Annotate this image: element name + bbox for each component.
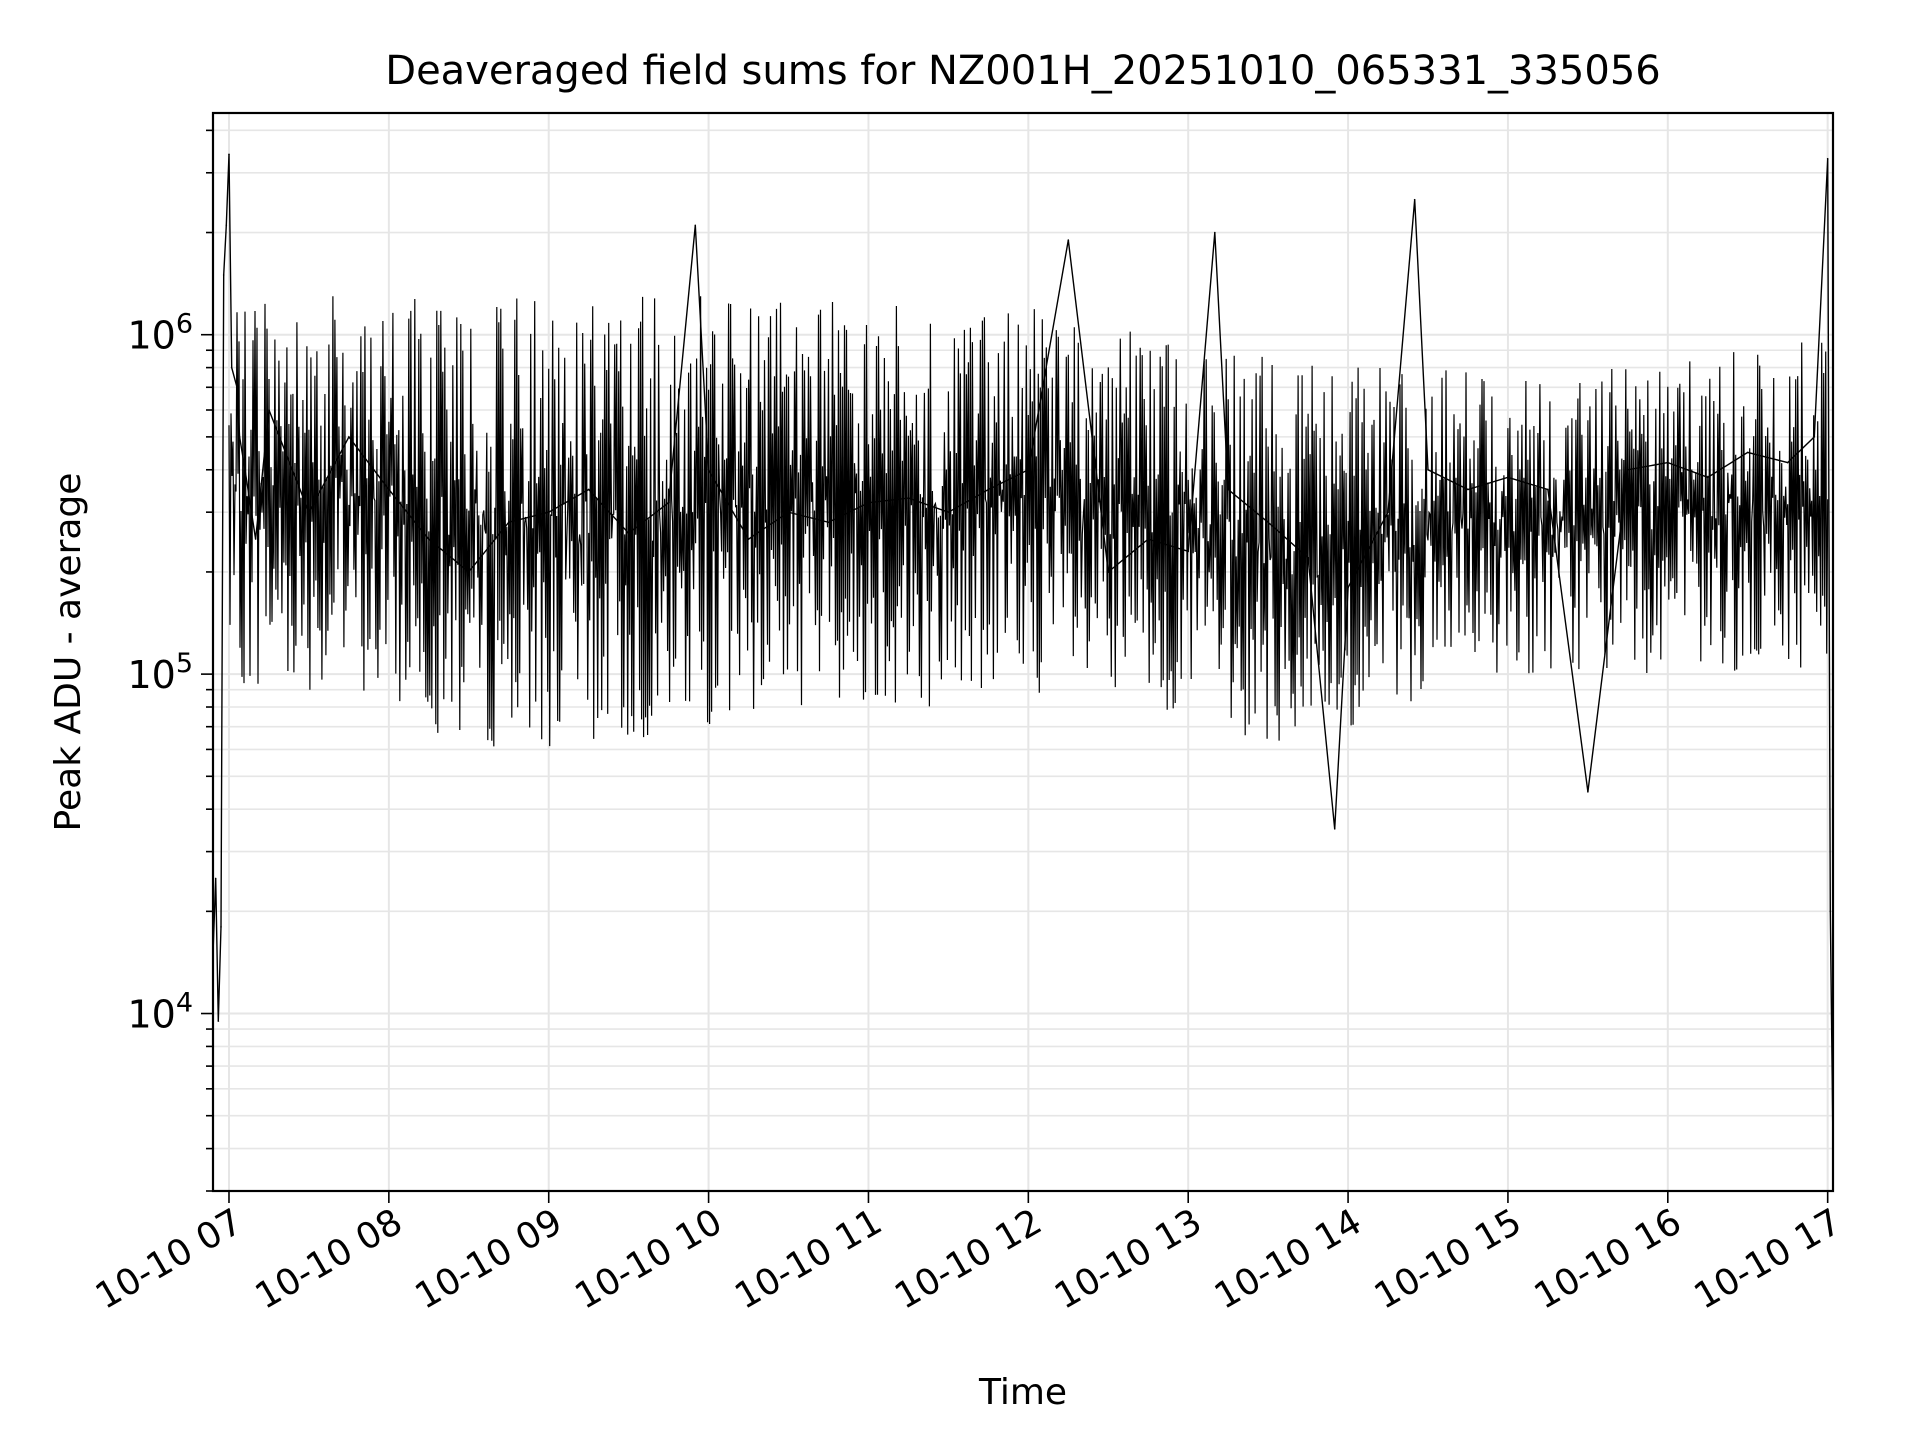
data-point bbox=[507, 521, 510, 524]
data-point bbox=[1413, 198, 1416, 201]
data-point bbox=[1826, 157, 1829, 160]
data-point bbox=[867, 501, 870, 504]
data-point bbox=[1214, 231, 1216, 234]
data-point bbox=[1813, 436, 1816, 438]
data-point bbox=[222, 274, 225, 276]
data-point bbox=[1467, 488, 1469, 491]
data-point bbox=[787, 511, 790, 513]
y-tick-label: 104 bbox=[127, 988, 193, 1037]
data-point bbox=[1786, 461, 1789, 464]
data-point bbox=[1227, 488, 1229, 491]
grid-lines bbox=[213, 113, 1833, 1192]
data-point bbox=[1067, 239, 1070, 241]
data-point bbox=[268, 409, 270, 411]
data-point bbox=[947, 511, 950, 513]
data-point bbox=[1706, 476, 1709, 479]
data-series bbox=[212, 153, 1834, 1150]
data-point bbox=[587, 488, 590, 491]
plot-frame bbox=[211, 111, 1835, 1193]
data-fluctuation-trace bbox=[228, 296, 1829, 747]
data-point bbox=[308, 511, 310, 513]
data-point bbox=[254, 538, 257, 540]
data-point bbox=[388, 488, 390, 491]
data-point bbox=[244, 468, 246, 471]
data-point bbox=[987, 488, 990, 491]
chart-title: Deaveraged field sums for NZ001H_2025101… bbox=[385, 48, 1660, 94]
data-point bbox=[1333, 828, 1336, 830]
y-tick-label: 106 bbox=[127, 309, 193, 358]
data-point bbox=[1667, 461, 1669, 464]
data-point bbox=[225, 224, 228, 227]
data-point bbox=[547, 511, 550, 513]
y-axis-label: Peak ADU - average bbox=[48, 473, 89, 832]
data-point bbox=[1107, 571, 1110, 573]
data-point bbox=[1829, 910, 1832, 913]
data-point bbox=[694, 224, 697, 227]
data-point bbox=[1187, 550, 1189, 553]
data-point bbox=[1027, 468, 1030, 471]
data-point bbox=[827, 521, 830, 524]
data-point bbox=[907, 497, 910, 499]
data-point bbox=[1547, 488, 1549, 491]
data-point bbox=[238, 436, 241, 438]
data-point bbox=[1267, 521, 1269, 524]
data-point bbox=[428, 538, 430, 540]
y-axis: 104 105 106 bbox=[127, 129, 213, 1192]
data-point bbox=[1307, 557, 1309, 559]
data-point bbox=[230, 366, 233, 369]
data-point bbox=[1507, 476, 1509, 479]
data-point bbox=[747, 538, 750, 540]
data-point bbox=[228, 153, 230, 156]
data-point bbox=[1627, 468, 1629, 471]
data-point bbox=[627, 532, 630, 535]
x-axis-label: Time bbox=[978, 1372, 1067, 1413]
data-point bbox=[467, 571, 470, 573]
data-point bbox=[1147, 538, 1150, 540]
data-point bbox=[236, 386, 238, 389]
data-point bbox=[1746, 451, 1749, 454]
data-point bbox=[220, 926, 222, 928]
y-tick-label: 105 bbox=[127, 648, 193, 697]
data-point bbox=[667, 501, 670, 504]
data-point bbox=[1587, 791, 1589, 793]
data-point bbox=[707, 468, 710, 471]
data-point bbox=[348, 436, 350, 438]
data-point bbox=[214, 877, 217, 880]
data-point bbox=[1387, 511, 1389, 513]
data-point bbox=[1427, 468, 1429, 471]
data-point bbox=[217, 1020, 220, 1022]
data-envelope bbox=[228, 296, 1829, 747]
data-point bbox=[1347, 586, 1349, 589]
